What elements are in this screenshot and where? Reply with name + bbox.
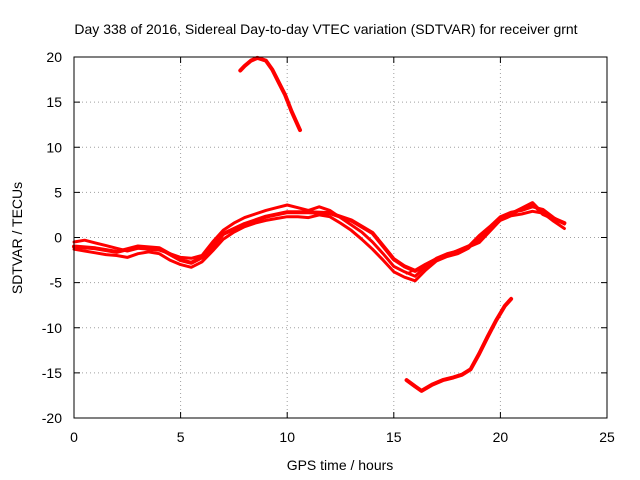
series-secondary-trace [405,238,481,275]
y-tick-label: 10 [46,139,62,155]
y-tick-label: 5 [54,184,62,200]
grid [74,57,607,418]
x-axis-label: GPS time / hours [287,457,394,473]
x-tick-label: 15 [386,429,402,445]
y-tick-label: 15 [46,94,62,110]
y-tick-label: -5 [50,275,63,291]
y-tick-label: -20 [42,410,62,426]
chart-title: Day 338 of 2016, Sidereal Day-to-day VTE… [74,21,577,37]
y-tick-label: -15 [42,365,62,381]
y-tick-label: -10 [42,320,62,336]
series-high-arc [238,55,302,133]
y-tick-labels: -20 -15 -10 -5 0 5 10 15 20 [42,49,62,426]
x-tick-label: 0 [70,429,78,445]
x-tick-label: 5 [177,429,185,445]
x-tick-label: 25 [599,429,615,445]
y-tick-label: 0 [54,230,62,246]
series-band-b [72,209,566,283]
ticks [73,56,608,419]
x-tick-label: 20 [493,429,509,445]
x-tick-label: 10 [279,429,295,445]
x-tick-labels: 0 5 10 15 20 25 [70,429,615,445]
series-band-c [72,201,567,273]
y-axis-label: SDTVAR / TECUs [9,182,25,294]
series-layer [72,55,567,393]
y-tick-label: 20 [46,49,62,65]
series-low-arc [404,296,514,393]
